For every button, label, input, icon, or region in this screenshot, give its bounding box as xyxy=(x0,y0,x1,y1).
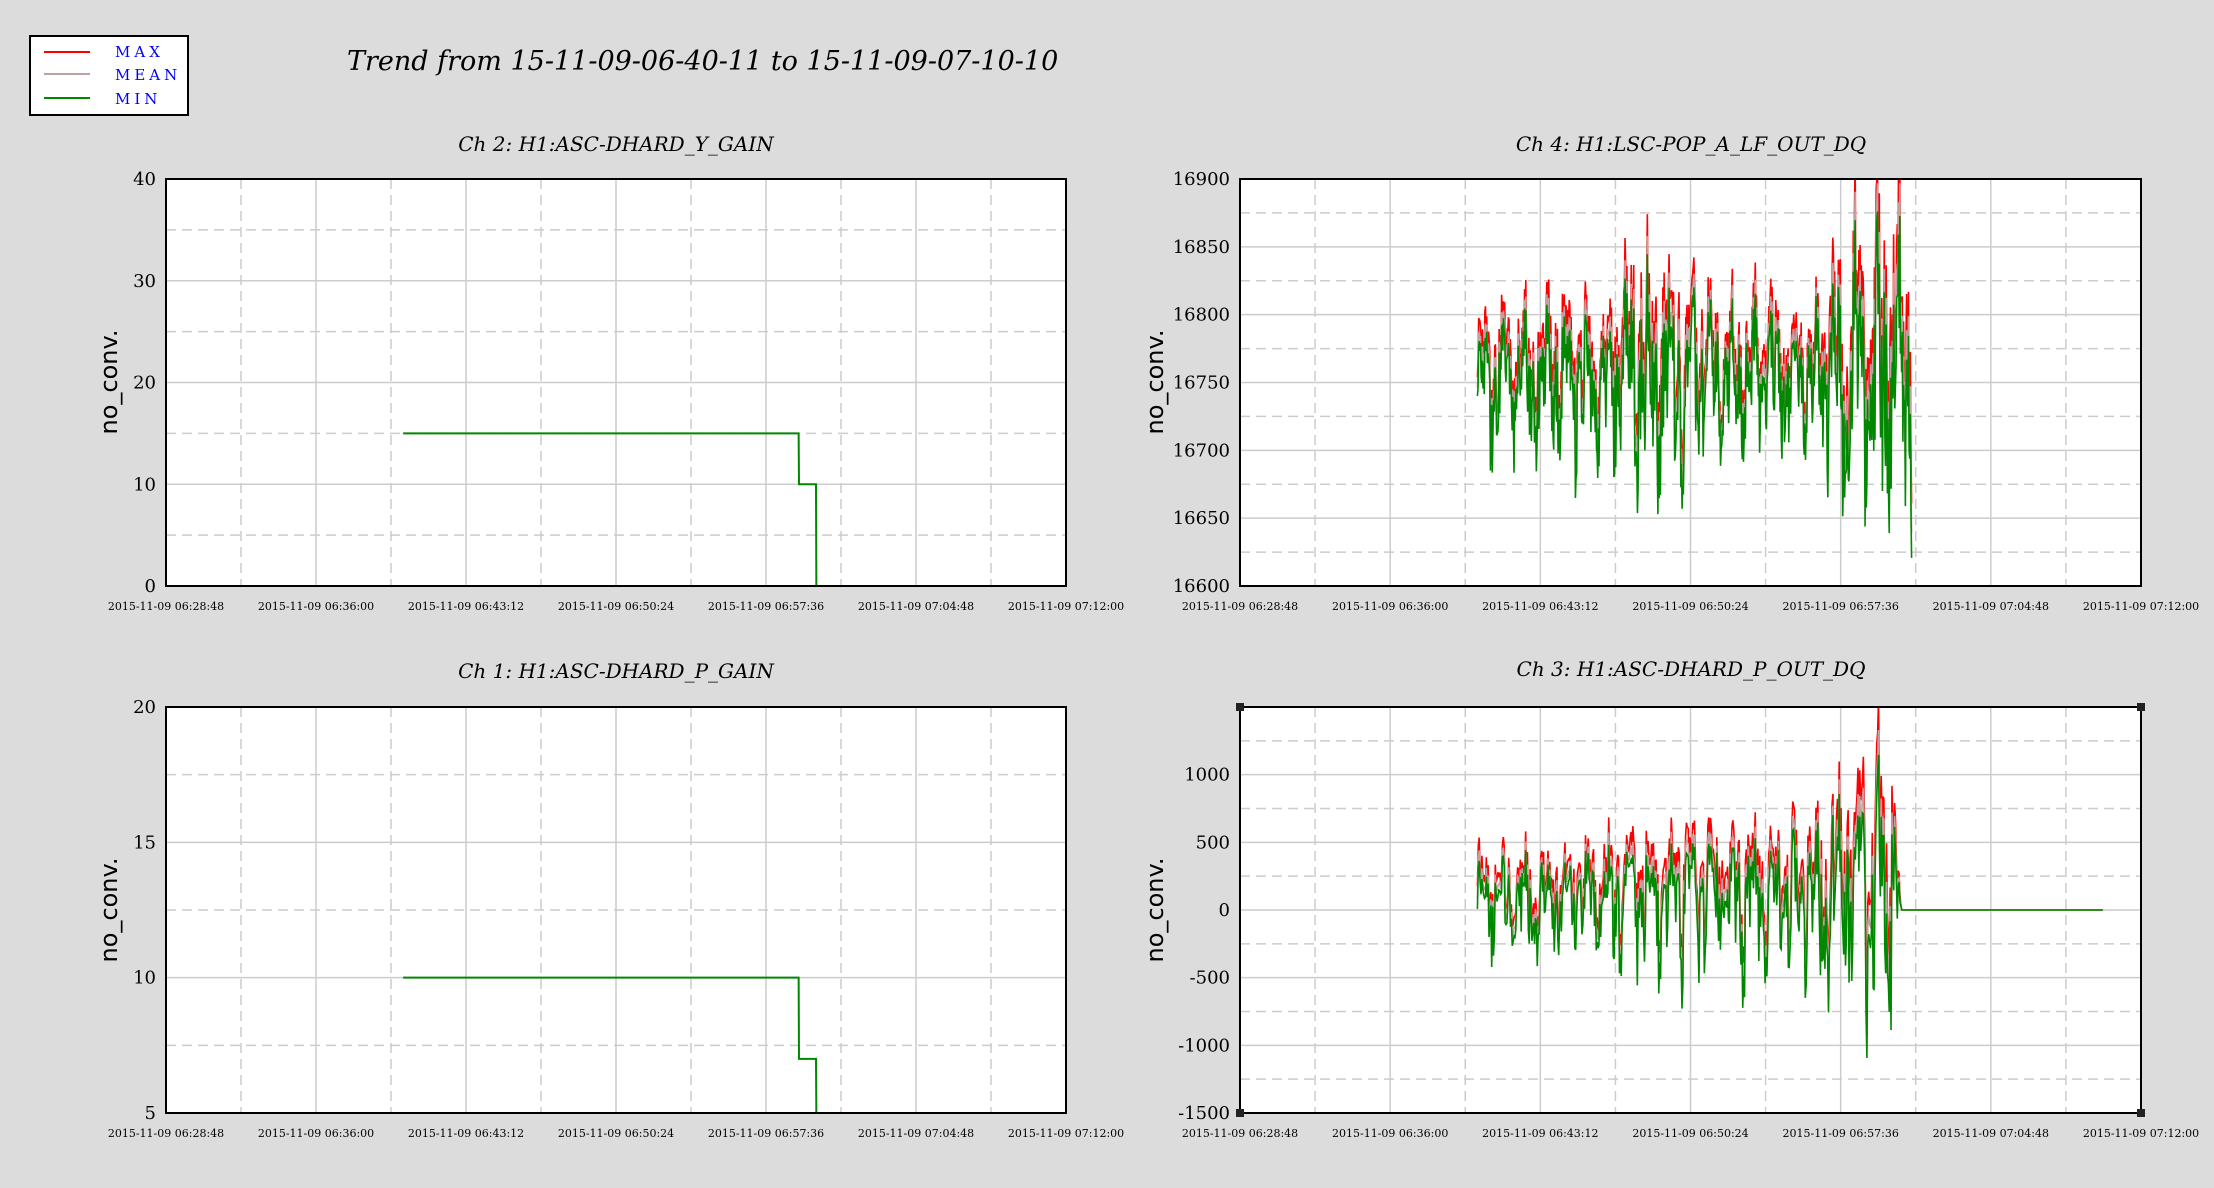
x-tick-label: 2015-11-09 07:12:00 xyxy=(1008,1127,1124,1140)
legend-box xyxy=(29,35,189,116)
x-tick-label: 2015-11-09 06:36:00 xyxy=(1332,600,1448,613)
x-tick-label: 2015-11-09 06:28:48 xyxy=(1182,1127,1298,1140)
page-title: Trend from 15-11-09-06-40-11 to 15-11-09… xyxy=(347,46,1058,77)
series-group xyxy=(403,976,818,1113)
selection-handle[interactable] xyxy=(1236,1109,1244,1117)
x-tick-label: 2015-11-09 06:28:48 xyxy=(108,600,224,613)
x-tick-label: 2015-11-09 06:36:00 xyxy=(258,600,374,613)
x-tick-label: 2015-11-09 06:50:24 xyxy=(1632,1127,1748,1140)
panel-title: Ch 1: H1:ASC-DHARD_P_GAIN xyxy=(458,659,775,683)
x-tick-label: 2015-11-09 06:43:12 xyxy=(408,1127,524,1140)
y-tick-label: 16700 xyxy=(1173,440,1230,461)
x-tick-label: 2015-11-09 06:57:36 xyxy=(708,600,824,613)
panel-ch2: Ch 2: H1:ASC-DHARD_Y_GAIN no_conv. 0 10 20… xyxy=(95,132,1124,613)
selection-handle[interactable] xyxy=(2137,703,2145,711)
y-tick-label: 16850 xyxy=(1173,237,1230,258)
x-tick-label: 2015-11-09 06:43:12 xyxy=(1482,1127,1598,1140)
y-tick-label: 1000 xyxy=(1184,765,1230,786)
x-tick-label: 2015-11-09 06:28:48 xyxy=(1182,600,1298,613)
y-tick-label: 20 xyxy=(133,373,156,394)
panel-ch4: Ch 4: H1:LSC-POP_A_LF_OUT_DQ no_conv. 16… xyxy=(1141,132,2199,613)
series-min-line xyxy=(403,976,818,1113)
x-tick-label: 2015-11-09 06:57:36 xyxy=(1783,600,1899,613)
y-tick-label: 30 xyxy=(133,271,156,292)
y-tick-label: 500 xyxy=(1196,832,1230,853)
legend-min-label: MIN xyxy=(115,90,161,108)
y-tick-label: 16900 xyxy=(1173,169,1230,190)
x-tick-label: 2015-11-09 06:50:24 xyxy=(558,1127,674,1140)
legend-mean-label: MEAN xyxy=(115,66,181,84)
y-tick-label: 16800 xyxy=(1173,305,1230,326)
legend-max-label: MAX xyxy=(115,43,164,61)
series-group xyxy=(1476,179,1913,558)
y-tick-label: 15 xyxy=(133,832,156,853)
y-tick-label: 16750 xyxy=(1173,373,1230,394)
selection-handle[interactable] xyxy=(1236,703,1244,711)
x-tick-label: 2015-11-09 07:12:00 xyxy=(1008,600,1124,613)
plot-area: -1500 -1000 -500 0 500 1000 2015-11-09 06:28:4… xyxy=(1178,703,2199,1140)
x-tick-label: 2015-11-09 06:36:00 xyxy=(258,1127,374,1140)
panel-ch1: Ch 1: H1:ASC-DHARD_P_GAIN no_conv. 5 10 15… xyxy=(95,659,1124,1140)
series-min-line xyxy=(1476,754,2103,1058)
y-tick-label: -1500 xyxy=(1178,1103,1230,1124)
x-tick-label: 2015-11-09 07:04:48 xyxy=(858,600,974,613)
series-group xyxy=(403,432,818,586)
y-tick-label: 5 xyxy=(145,1103,156,1124)
x-tick-label: 2015-11-09 07:04:48 xyxy=(1933,1127,2049,1140)
y-tick-label: 10 xyxy=(133,474,156,495)
y-tick-label: 0 xyxy=(145,576,156,597)
y-tick-label: -1000 xyxy=(1178,1035,1230,1056)
series-min-line xyxy=(1476,211,1913,558)
y-tick-label: 10 xyxy=(133,968,156,989)
panel-title: Ch 2: H1:ASC-DHARD_Y_GAIN xyxy=(458,132,775,156)
y-axis-label: no_conv. xyxy=(95,330,123,435)
plot-frame xyxy=(165,706,1067,1114)
y-tick-label: 16600 xyxy=(1173,576,1230,597)
y-axis-label: no_conv. xyxy=(95,858,123,963)
panel-ch3: Ch 3: H1:ASC-DHARD_P_OUT_DQ no_conv. -15… xyxy=(1141,657,2199,1140)
plot-frame xyxy=(1239,706,2142,1114)
y-tick-label: 16650 xyxy=(1173,508,1230,529)
y-axis-label: no_conv. xyxy=(1141,330,1169,435)
x-tick-label: 2015-11-09 06:50:24 xyxy=(1632,600,1748,613)
selection-handle[interactable] xyxy=(2137,1109,2145,1117)
x-tick-label: 2015-11-09 06:43:12 xyxy=(408,600,524,613)
panel-title: Ch 4: H1:LSC-POP_A_LF_OUT_DQ xyxy=(1516,132,1866,156)
x-tick-label: 2015-11-09 06:36:00 xyxy=(1332,1127,1448,1140)
x-tick-label: 2015-11-09 06:28:48 xyxy=(108,1127,224,1140)
y-tick-label: 0 xyxy=(1219,900,1230,921)
plot-area: 16600 16650 16700 16750 16800 16850 16900 2015-… xyxy=(1173,169,2199,613)
plot-area: 5 10 15 20 2015-11-09 06:28:48 2015-11-09 06:… xyxy=(108,697,1124,1140)
x-tick-label: 2015-11-09 07:12:00 xyxy=(2083,1127,2199,1140)
x-tick-label: 2015-11-09 07:04:48 xyxy=(858,1127,974,1140)
panel-title: Ch 3: H1:ASC-DHARD_P_OUT_DQ xyxy=(1517,657,1866,681)
y-axis-label: no_conv. xyxy=(1141,858,1169,963)
x-tick-label: 2015-11-09 06:57:36 xyxy=(1783,1127,1899,1140)
x-tick-label: 2015-11-09 06:43:12 xyxy=(1482,600,1598,613)
series-group xyxy=(1476,707,2103,1058)
y-tick-label: -500 xyxy=(1190,968,1230,989)
plot-frame xyxy=(1239,178,2142,587)
x-tick-label: 2015-11-09 06:50:24 xyxy=(558,600,674,613)
y-tick-label: 40 xyxy=(133,169,156,190)
x-tick-label: 2015-11-09 06:57:36 xyxy=(708,1127,824,1140)
plot-frame xyxy=(165,178,1067,587)
x-tick-label: 2015-11-09 07:12:00 xyxy=(2083,600,2199,613)
x-tick-label: 2015-11-09 07:04:48 xyxy=(1933,600,2049,613)
legend: MAX MEAN MIN xyxy=(29,35,189,116)
series-min-line xyxy=(403,432,818,586)
y-tick-label: 20 xyxy=(133,697,156,718)
plot-area: 0 10 20 30 40 2015-11-09 06:28:48 2015-11-09 0… xyxy=(108,169,1124,613)
